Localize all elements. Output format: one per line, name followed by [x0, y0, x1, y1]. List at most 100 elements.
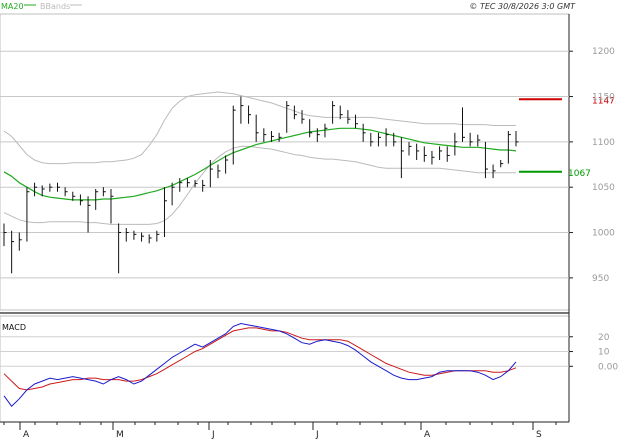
- price-y-axis: 950 1000 1050 1100 1150 1200: [569, 47, 615, 284]
- y-tick-label: 1150: [592, 93, 615, 103]
- ohlc-bar: [34, 182, 38, 197]
- level-label: 1067: [568, 169, 591, 179]
- ohlc-bar: [232, 105, 236, 165]
- macd-title: MACD: [2, 323, 26, 332]
- copyright-text: © TEC 30/8/2026 3:0 GMT: [469, 2, 576, 11]
- ohlc-bar: [347, 110, 351, 124]
- ohlc-bar: [385, 128, 389, 147]
- ohlc-bar: [133, 230, 137, 240]
- ohlc-bar: [18, 232, 22, 251]
- price-panel-bg: [0, 13, 570, 311]
- ohlc-bar: [125, 228, 129, 242]
- ohlc-bar: [194, 179, 198, 188]
- price-levels: 1147 1067: [519, 96, 615, 179]
- macd-y-axis: 0.00 10 20: [569, 333, 618, 372]
- macd-y-tick-label: 10: [598, 348, 610, 358]
- legend-ma20-label: MA20: [1, 2, 24, 11]
- ohlc-bar: [202, 179, 206, 192]
- macd-gridlines: [0, 336, 569, 367]
- legend: MA20 BBands: [1, 2, 82, 11]
- ohlc-bar: [49, 183, 53, 192]
- x-month-label: M: [116, 430, 124, 440]
- ohlc-bar: [423, 146, 427, 162]
- ohlc-bar: [439, 146, 443, 160]
- bband-lower-line: [3, 145, 516, 225]
- ohlc-bar: [179, 178, 183, 192]
- ohlc-bar: [469, 132, 473, 147]
- ohlc-bar: [110, 189, 114, 224]
- ohlc-bar: [507, 130, 511, 164]
- legend-bbands-label: BBands: [40, 2, 70, 11]
- ohlc-bar: [255, 114, 259, 142]
- ohlc-bar: [309, 119, 313, 138]
- x-month-label: S: [536, 430, 542, 440]
- level-label: 1147: [592, 96, 615, 106]
- ohlc-bar: [446, 146, 450, 162]
- price-bars: [3, 96, 519, 274]
- y-tick-label: 950: [592, 274, 609, 284]
- ohlc-bar: [79, 194, 83, 206]
- ohlc-bar: [324, 123, 328, 138]
- ohlc-bar: [118, 223, 122, 274]
- ohlc-bar: [87, 196, 91, 233]
- macd-signal-line: [3, 327, 517, 391]
- y-tick-label: 1000: [592, 229, 615, 239]
- ohlc-bar: [141, 232, 145, 242]
- ohlc-bar: [56, 182, 60, 192]
- ohlc-bar: [462, 107, 466, 142]
- x-month-label: J: [315, 430, 319, 440]
- ohlc-bar: [339, 105, 343, 120]
- ohlc-bar: [278, 132, 282, 142]
- ohlc-bar: [454, 132, 458, 156]
- ohlc-bar: [11, 230, 15, 274]
- ohlc-bar: [431, 150, 435, 165]
- ohlc-bar: [171, 182, 175, 206]
- ohlc-bar: [41, 185, 45, 197]
- ohlc-bar: [209, 160, 213, 188]
- x-month-label: A: [424, 430, 431, 440]
- ohlc-bar: [156, 230, 160, 242]
- ohlc-bar: [240, 96, 244, 124]
- ohlc-bar: [301, 110, 305, 124]
- ma20-polyline: [3, 127, 517, 201]
- ohlc-bar: [72, 191, 76, 201]
- gridlines: [0, 50, 569, 279]
- ohlc-bar: [163, 187, 167, 238]
- ma20-line: [3, 127, 517, 201]
- ohlc-bar: [416, 143, 420, 160]
- ohlc-bar: [355, 114, 359, 129]
- bollinger-bands: [3, 91, 516, 225]
- ohlc-bar: [477, 134, 481, 147]
- ohlc-bar: [492, 164, 496, 179]
- ohlc-bar: [286, 101, 290, 133]
- ohlc-bar: [400, 137, 404, 179]
- x-month-label: J: [211, 430, 215, 440]
- ohlc-bar: [225, 155, 229, 174]
- ohlc-bar: [26, 187, 30, 242]
- ohlc-bar: [515, 130, 519, 147]
- ohlc-bar: [316, 128, 320, 142]
- ohlc-bar: [186, 178, 190, 188]
- ohlc-bar: [248, 105, 252, 124]
- macd-panel-bg: [0, 315, 570, 423]
- ohlc-bar: [64, 187, 68, 197]
- macd-line: [3, 322, 517, 407]
- ohlc-bar: [217, 164, 221, 179]
- ohlc-bar: [408, 141, 412, 156]
- macd-y-tick-label: 20: [598, 333, 610, 343]
- y-tick-label: 1200: [592, 47, 615, 57]
- ohlc-bar: [293, 105, 297, 120]
- ohlc-bar: [3, 223, 7, 247]
- ohlc-bar: [263, 128, 267, 142]
- ohlc-bar: [484, 141, 488, 179]
- ohlc-bar: [370, 132, 374, 147]
- ohlc-bar: [95, 189, 99, 210]
- y-tick-label: 1100: [592, 138, 615, 148]
- y-tick-label: 1050: [592, 183, 615, 193]
- bband-upper-line: [3, 91, 516, 165]
- ohlc-bar: [102, 187, 106, 197]
- ohlc-bar: [393, 132, 397, 147]
